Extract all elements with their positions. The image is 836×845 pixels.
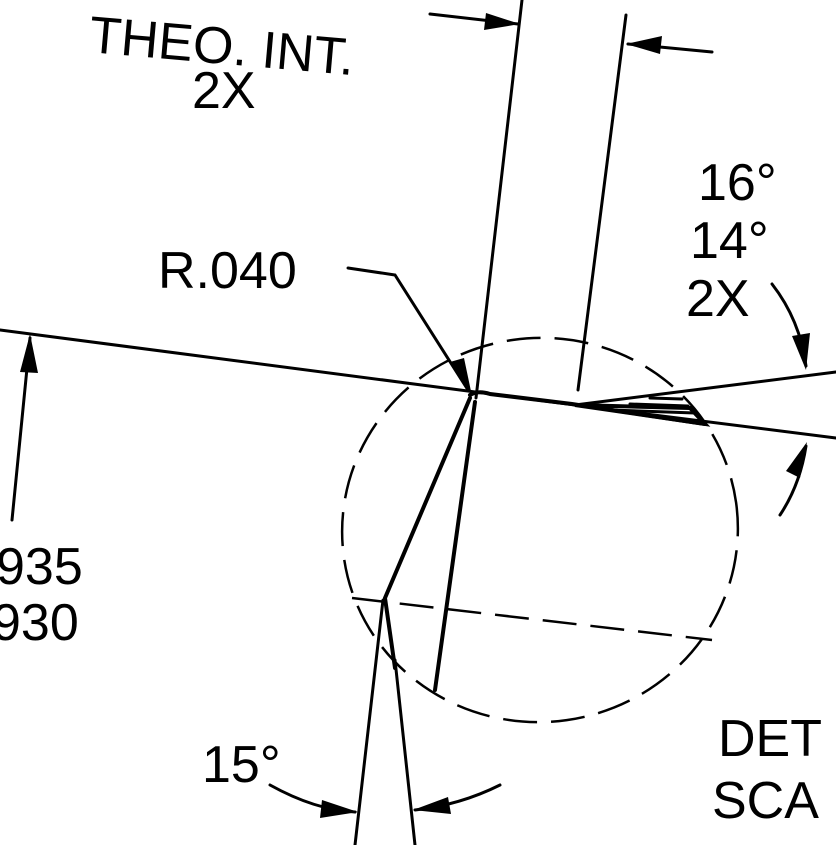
section-line <box>351 596 713 642</box>
arrow-head <box>413 797 451 814</box>
angle-bottom-label: 15° <box>202 736 281 794</box>
dim-lower-label: 930 <box>0 594 79 652</box>
bottom-angle-line-left <box>353 598 385 845</box>
hatched-wedge <box>574 403 711 427</box>
hatch-line-2 <box>628 402 690 408</box>
detail-label: DET <box>718 710 822 768</box>
part-profile-inner <box>433 400 477 692</box>
theo-int-qty-label: 2X <box>192 62 256 120</box>
dim-upper-label: 935 <box>0 538 83 596</box>
arrow-head <box>626 36 662 54</box>
part-profile <box>468 390 707 426</box>
radius-label: R.040 <box>158 242 297 300</box>
arrow-head <box>792 333 810 370</box>
detail-circle <box>340 336 740 724</box>
angle-qty-label: 2X <box>686 270 750 328</box>
bottom-angle-line-right <box>393 658 417 845</box>
arrow-head <box>484 13 520 30</box>
hatch-line-1 <box>608 408 697 415</box>
extension-line-right <box>576 13 628 392</box>
angle-line-upper <box>573 370 836 407</box>
scale-label: SCA <box>712 772 819 830</box>
arrow-head <box>450 358 472 396</box>
theo-int-line <box>474 0 524 400</box>
arrow-head <box>20 334 38 373</box>
radius-leader <box>346 266 470 392</box>
hatch-line-3 <box>648 396 684 401</box>
arrow-head <box>320 800 358 818</box>
angle-lower-label: 14° <box>690 212 769 270</box>
part-profile-left <box>382 396 472 670</box>
angle-upper-label: 16° <box>698 154 777 212</box>
arrow-head <box>786 442 807 478</box>
